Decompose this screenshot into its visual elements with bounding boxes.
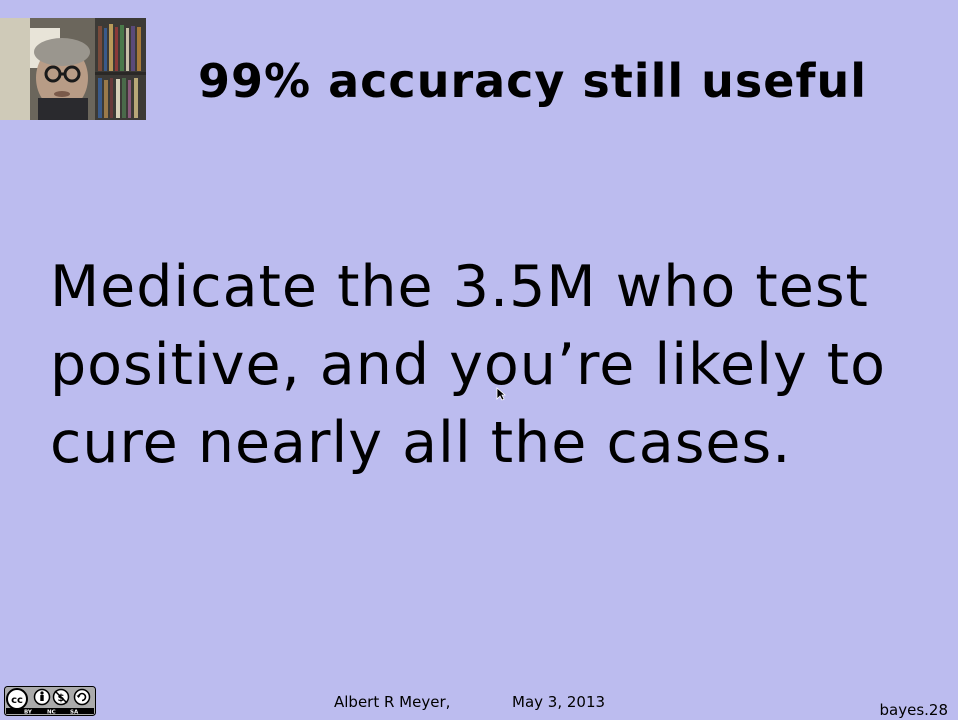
body-line-3: cure nearly all the cases. (50, 410, 792, 476)
webcam-thumbnail (0, 18, 146, 120)
license-nc-label: NC (47, 709, 56, 715)
footer-date: May 3, 2013 (512, 693, 606, 711)
body-line-1: Medicate the 3.5M who test (50, 254, 869, 320)
svg-text:cc: cc (11, 695, 23, 706)
slide-title: 99% accuracy still useful (198, 54, 867, 108)
creative-commons-license-icon: cc $ BY NC SA (4, 686, 96, 716)
svg-text:$: $ (58, 693, 65, 704)
mouse-pointer-icon (496, 386, 507, 401)
license-by-label: BY (24, 709, 33, 715)
footer-slide-id: bayes.28 (879, 701, 949, 719)
body-line-2: positive, and you’re likely to (50, 332, 887, 398)
license-sa-label: SA (70, 709, 79, 715)
slide-body: Medicate the 3.5M who test positive, and… (50, 248, 930, 482)
presenter-video-image (0, 18, 146, 120)
footer-author: Albert R Meyer, (334, 693, 451, 711)
